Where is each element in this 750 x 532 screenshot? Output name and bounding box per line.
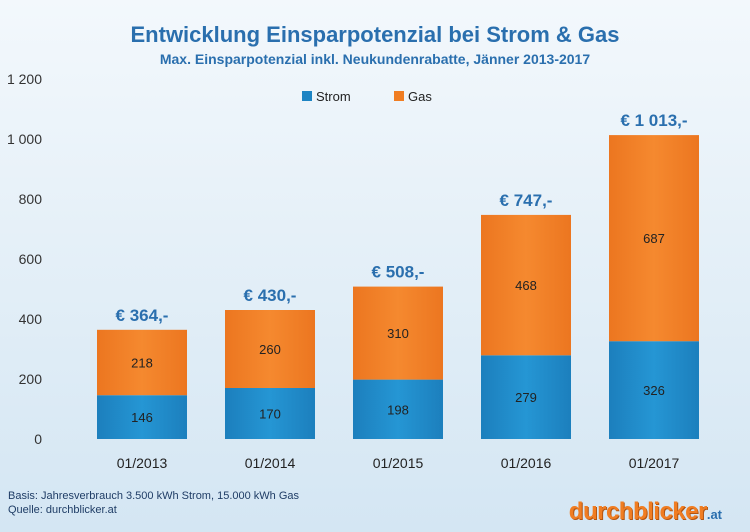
bar-gas (353, 286, 443, 380)
total-label: € 747,- (500, 191, 553, 210)
y-tick-label: 1 200 (7, 71, 42, 87)
chart-title: Entwicklung Einsparpotenzial bei Strom &… (131, 22, 620, 47)
bar-gas (481, 214, 571, 356)
legend-swatch-strom (302, 91, 312, 101)
legend: Strom Gas (302, 89, 432, 104)
y-tick-label: 0 (34, 431, 42, 447)
y-tick-label: 600 (19, 251, 43, 267)
value-label-gas: 260 (259, 342, 281, 357)
value-label-strom: 198 (387, 402, 409, 417)
logo-tld: .at (706, 507, 722, 522)
value-label-gas: 468 (515, 278, 537, 293)
bar-strom (225, 388, 315, 439)
value-label-strom: 170 (259, 407, 281, 422)
value-label-gas: 310 (387, 326, 409, 341)
y-tick-label: 400 (19, 311, 43, 327)
logo-main: durchblicker (568, 498, 708, 525)
y-axis: 0 200 400 600 800 1 000 1 200 (7, 71, 42, 447)
chart-subtitle: Max. Einsparpotenzial inkl. Neukundenrab… (160, 51, 590, 67)
legend-swatch-gas (394, 91, 404, 101)
y-tick-label: 200 (19, 371, 43, 387)
x-tick-label: 01/2015 (373, 455, 424, 471)
total-label: € 508,- (372, 263, 425, 282)
bar-gas (97, 329, 187, 396)
bar-strom (481, 355, 571, 439)
bars: 146 218 € 364,- 170 260 € 430,- 198 310 € 508,- 2… (97, 111, 699, 439)
legend-label-strom: Strom (316, 89, 351, 104)
value-label-strom: 279 (515, 390, 537, 405)
x-axis: 01/2013 01/2014 01/2015 01/2016 01/2017 (117, 455, 680, 471)
y-tick-label: 1 000 (7, 131, 42, 147)
total-label: € 430,- (244, 286, 297, 305)
footer-source: Quelle: durchblicker.at (8, 504, 117, 516)
bar-gas (225, 310, 315, 388)
legend-label-gas: Gas (408, 89, 432, 104)
bar-strom (353, 379, 443, 439)
footer-basis: Basis: Jahresverbrauch 3.500 kWh Strom, … (8, 490, 300, 502)
bar-gas (609, 135, 699, 342)
bar-strom (609, 341, 699, 439)
value-label-gas: 687 (643, 231, 665, 246)
x-tick-label: 01/2013 (117, 455, 168, 471)
total-label: € 1 013,- (620, 111, 687, 130)
x-tick-label: 01/2014 (245, 455, 296, 471)
value-label-strom: 326 (643, 383, 665, 398)
value-label-gas: 218 (131, 356, 153, 371)
brand-logo: durchblicker.at (569, 498, 722, 526)
bar-strom (97, 395, 187, 439)
x-tick-label: 01/2017 (629, 455, 680, 471)
value-label-strom: 146 (131, 410, 153, 425)
y-tick-label: 800 (19, 191, 43, 207)
total-label: € 364,- (116, 306, 169, 325)
x-tick-label: 01/2016 (501, 455, 552, 471)
